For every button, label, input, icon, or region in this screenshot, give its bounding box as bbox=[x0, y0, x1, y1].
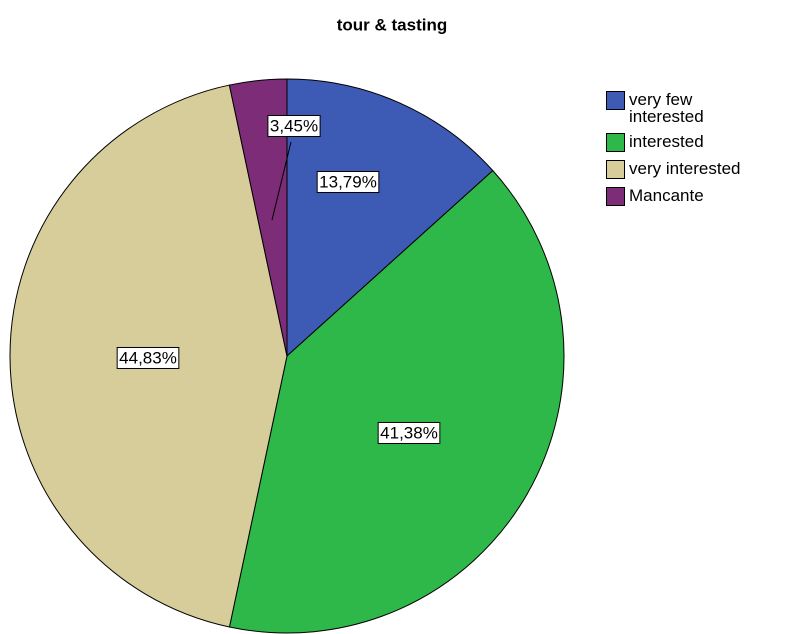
legend-item: interested bbox=[606, 133, 781, 152]
label-box bbox=[377, 421, 441, 444]
label-box bbox=[116, 346, 180, 369]
legend-swatch bbox=[606, 133, 625, 152]
legend-swatch bbox=[606, 187, 625, 206]
legend-swatch bbox=[606, 91, 625, 110]
legend: very few interested interested very intere… bbox=[606, 91, 781, 214]
leader-line bbox=[271, 141, 292, 221]
data-label: 44,83% bbox=[119, 348, 177, 367]
legend-label: interested bbox=[629, 132, 704, 151]
legend-label: very few interested bbox=[629, 90, 704, 126]
legend-item: Mancante bbox=[606, 187, 781, 206]
legend-swatch bbox=[606, 160, 625, 179]
label-box bbox=[316, 170, 380, 193]
data-label: 3,45% bbox=[270, 116, 318, 135]
data-label: 41,38% bbox=[380, 423, 438, 442]
legend-label: Mancante bbox=[629, 186, 704, 205]
data-label: 13,79% bbox=[319, 172, 377, 191]
chart-title: tour & tasting bbox=[337, 15, 448, 34]
legend-item: very interested bbox=[606, 160, 781, 179]
label-box bbox=[267, 114, 321, 137]
pie-slice bbox=[228, 169, 565, 634]
pie-slice bbox=[286, 78, 494, 358]
legend-label: very interested bbox=[629, 159, 741, 178]
pie-slice bbox=[228, 78, 288, 357]
legend-item: very few interested bbox=[606, 91, 781, 125]
labels: 13,79% 41,38% 44,83% 3,45% bbox=[116, 114, 441, 444]
